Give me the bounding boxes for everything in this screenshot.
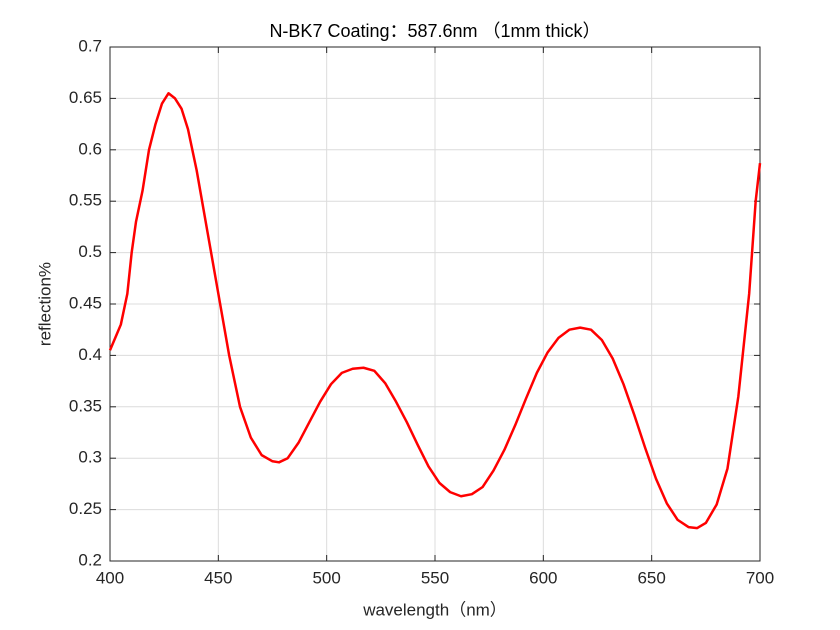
x-tick-label: 700 (746, 568, 774, 587)
data-line (108, 92, 762, 530)
x-tick-label: 400 (96, 568, 124, 587)
y-tick-label: 0.35 (69, 396, 102, 415)
y-tick-label: 0.5 (78, 242, 102, 261)
x-tick-label: 450 (204, 568, 232, 587)
y-tick-label: 0.25 (69, 499, 102, 518)
y-axis-label: reflection% (35, 262, 54, 346)
y-tick-label: 0.65 (69, 88, 102, 107)
y-tick-label: 0.7 (78, 36, 102, 55)
y-tick-label: 0.45 (69, 293, 102, 312)
y-tick-label: 0.6 (78, 139, 102, 158)
x-axis-label: wavelength（nm） (362, 600, 507, 619)
chart-title: N-BK7 Coating：587.6nm （1mm thick） (269, 21, 600, 41)
y-tick-label: 0.3 (78, 448, 102, 467)
x-tick-label: 600 (529, 568, 557, 587)
plot-frame (109, 46, 761, 562)
x-tick-label: 650 (637, 568, 665, 587)
y-tick-label: 0.4 (78, 345, 102, 364)
x-tick-label: 550 (421, 568, 449, 587)
x-tick-label: 500 (312, 568, 340, 587)
y-tick-label: 0.55 (69, 191, 102, 210)
y-tick-label: 0.2 (78, 550, 102, 569)
